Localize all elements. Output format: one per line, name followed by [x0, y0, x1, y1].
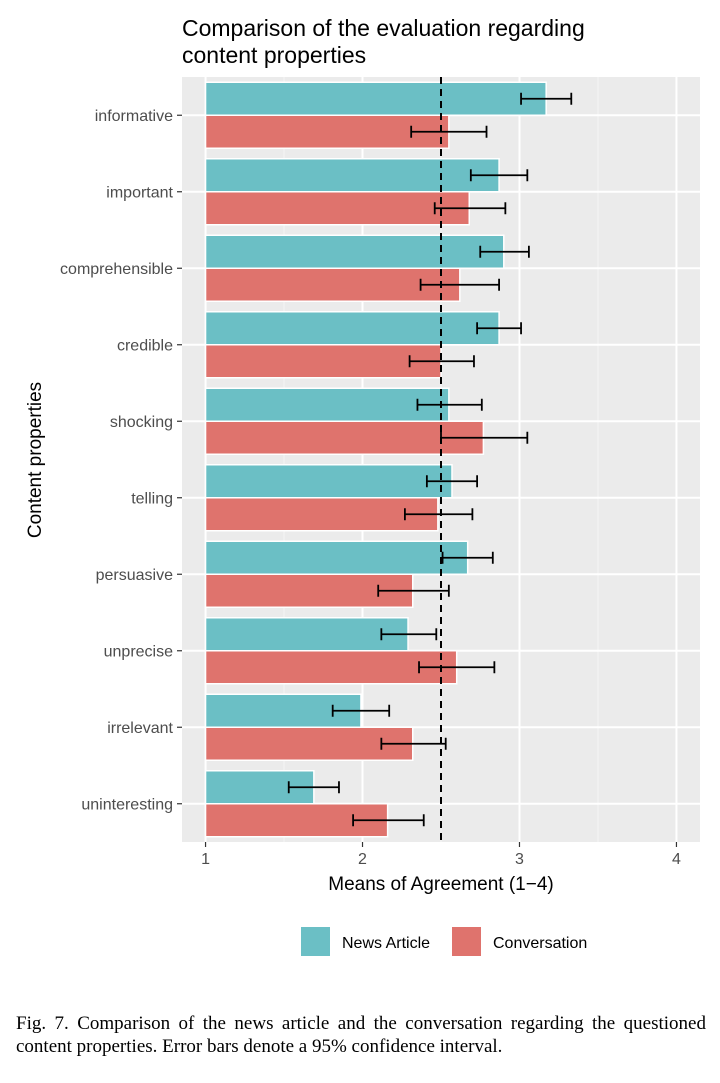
error-bar-conversation-telling: [403, 508, 474, 521]
bar-news-article-important: [204, 158, 500, 193]
bar-conversation-credible: [204, 344, 442, 379]
bars: [204, 81, 547, 838]
error-bar-conversation-important: [433, 202, 507, 215]
legend-label-news-article: News Article: [342, 935, 430, 952]
error-bar-conversation-unprecise: [418, 661, 496, 674]
error-bar-conversation-persuasive: [377, 584, 450, 597]
y-tick-label-shocking: shocking: [110, 414, 173, 431]
y-tick-label-irrelevant: irrelevant: [107, 720, 173, 737]
error-bar-conversation-comprehensible: [419, 278, 500, 291]
bar-news-article-informative: [204, 81, 547, 116]
y-tick-label-unprecise: unprecise: [104, 643, 173, 660]
x-tick-label-2: 2: [358, 851, 367, 868]
y-axis-title: Content properties: [25, 382, 46, 538]
legend-label-conversation: Conversation: [493, 935, 587, 952]
error-bar-news-article-comprehensible: [479, 245, 530, 258]
error-bar-news-article-important: [469, 169, 529, 182]
bar-conversation-informative: [204, 114, 450, 149]
y-tick-label-informative: informative: [95, 108, 173, 125]
bar-news-article-credible: [204, 311, 500, 346]
bar-conversation-important: [204, 191, 471, 226]
y-tick-label-credible: credible: [117, 337, 173, 354]
x-tick-label-1: 1: [201, 851, 210, 868]
error-bar-news-article-telling: [425, 475, 479, 488]
y-tick-label-important: important: [106, 184, 173, 201]
bar-conversation-unprecise: [204, 650, 458, 685]
error-bar-news-article-irrelevant: [331, 704, 391, 717]
y-tick-label-uninteresting: uninteresting: [81, 796, 173, 813]
chart-title-line-1: Comparison of the evaluation regarding: [182, 15, 585, 41]
chart: Comparison of the evaluation regarding c…: [25, 15, 700, 956]
bar-news-article-telling: [204, 464, 453, 499]
y-tick-label-telling: telling: [131, 490, 173, 507]
bar-news-article-unprecise: [204, 617, 409, 652]
error-bar-news-article-shocking: [416, 398, 483, 411]
error-bar-news-article-unprecise: [380, 628, 438, 641]
error-bar-news-article-credible: [476, 322, 522, 335]
y-tick-label-persuasive: persuasive: [96, 567, 173, 584]
legend-swatch-conversation: [452, 927, 481, 956]
error-bar-conversation-uninteresting: [352, 814, 425, 827]
error-bar-news-article-uninteresting: [287, 781, 340, 794]
chart-title-line-2: content properties: [182, 42, 366, 68]
bar-news-article-persuasive: [204, 540, 469, 575]
x-tick-labels: 1 2 3 4: [201, 842, 681, 868]
legend: News Article Conversation: [301, 927, 587, 956]
x-axis-title: Means of Agreement (1−4): [328, 874, 554, 895]
chart-title: Comparison of the evaluation regarding c…: [182, 15, 585, 68]
figure-caption: Fig. 7. Comparison of the news article a…: [16, 1013, 706, 1057]
bar-conversation-comprehensible: [204, 267, 461, 302]
x-tick-label-4: 4: [672, 851, 681, 868]
bar-news-article-shocking: [204, 387, 450, 422]
y-tick-labels: informative important comprehensible credib…: [60, 108, 182, 813]
error-bar-conversation-irrelevant: [380, 737, 447, 750]
bar-conversation-irrelevant: [204, 726, 414, 761]
legend-swatch-news-article: [301, 927, 330, 956]
error-bar-conversation-informative: [410, 125, 488, 138]
error-bar-conversation-shocking: [440, 431, 529, 444]
error-bar-news-article-persuasive: [441, 551, 494, 564]
error-bar-conversation-credible: [408, 355, 475, 368]
bar-news-article-comprehensible: [204, 234, 505, 269]
error-bars: [287, 92, 573, 827]
y-tick-label-comprehensible: comprehensible: [60, 261, 173, 278]
bar-conversation-telling: [204, 497, 439, 532]
x-tick-label-3: 3: [515, 851, 524, 868]
error-bar-news-article-informative: [520, 92, 573, 105]
